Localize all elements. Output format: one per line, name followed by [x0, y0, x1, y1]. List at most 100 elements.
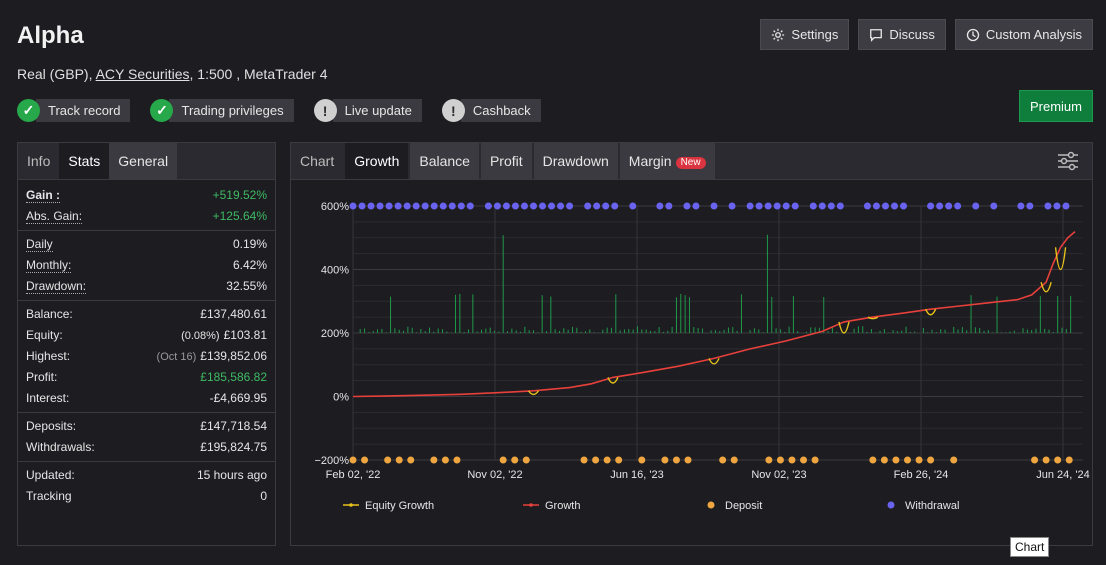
stat-label[interactable]: Monthly:	[26, 258, 72, 273]
badge-cashback[interactable]: ! Cashback	[441, 98, 541, 123]
withdrawal-dot	[511, 202, 519, 210]
tab-balance[interactable]: Balance	[410, 143, 479, 179]
divider	[18, 412, 275, 413]
legend-marker	[529, 503, 533, 507]
stat-value: 0	[260, 489, 267, 503]
withdrawal-dot	[602, 202, 610, 210]
y-tick-label: 600%	[321, 201, 349, 213]
chart-panel: Chart Growth Balance Profit Drawdown Mar…	[290, 142, 1093, 546]
deposit-dot	[869, 456, 877, 464]
deposit-dot	[499, 456, 507, 464]
stat-label[interactable]: Daily	[26, 237, 53, 252]
check-icon: ✓	[150, 99, 174, 122]
badge-trading-privileges[interactable]: ✓ Trading privileges	[150, 98, 294, 123]
withdrawal-dot	[457, 202, 465, 210]
x-tick-label: Jun 24, '24	[1036, 469, 1089, 481]
withdrawal-dot	[710, 202, 718, 210]
legend-label: Deposit	[725, 500, 762, 512]
deposit-dot	[1065, 456, 1073, 464]
custom-analysis-button[interactable]: Custom Analysis	[954, 19, 1093, 50]
leverage-platform: , 1:500 , MetaTrader 4	[189, 66, 328, 82]
withdrawal-dot	[665, 202, 673, 210]
stat-label[interactable]: Gain :	[26, 188, 61, 203]
withdrawal-dot	[1017, 202, 1025, 210]
divider	[18, 300, 275, 301]
broker-link[interactable]: ACY Securities	[95, 66, 190, 82]
withdrawal-dot	[394, 202, 402, 210]
stat-monthly: Monthly: 6.42%	[18, 255, 275, 276]
growth-chart[interactable]: 600% 400% 200% 0% −200% Feb 02, '22 Nov 02, '2…	[291, 180, 1092, 545]
stat-label[interactable]: Drawdown:	[26, 279, 87, 294]
withdrawal-dot	[584, 202, 592, 210]
stat-value: 6.42%	[232, 258, 267, 272]
sliders-icon[interactable]	[1057, 151, 1079, 171]
deposit-dot	[522, 456, 530, 464]
stat-value: £137,480.61	[200, 307, 267, 321]
deposit-dot	[395, 456, 403, 464]
legend-label: Equity Growth	[365, 500, 434, 512]
deposit-dot	[880, 456, 888, 464]
equity-dip	[838, 321, 850, 334]
withdrawal-dot	[782, 202, 790, 210]
stat-label[interactable]: Abs. Gain:	[26, 209, 83, 224]
tab-profit[interactable]: Profit	[480, 143, 532, 179]
page-title: Alpha	[17, 22, 84, 49]
stat-interest: Interest: -£4,669.95	[18, 388, 275, 409]
deposit-dot	[661, 456, 669, 464]
deposit-dot	[788, 456, 796, 464]
premium-button[interactable]: Premium	[1019, 90, 1093, 122]
withdrawal-dot	[927, 202, 935, 210]
tab-info[interactable]: Info	[27, 153, 51, 169]
deposit-dot	[453, 456, 461, 464]
tab-growth[interactable]: Growth	[345, 143, 409, 179]
stat-label: Interest:	[26, 391, 70, 405]
equity-dip	[527, 390, 540, 396]
stat-label: Profit:	[26, 370, 58, 384]
withdrawal-dot	[376, 202, 384, 210]
y-tick-label: 200%	[321, 328, 349, 340]
badge-live-update[interactable]: ! Live update	[313, 98, 422, 123]
stat-abs-gain: Abs. Gain: +125.64%	[18, 206, 275, 227]
tab-margin[interactable]: Margin New	[619, 143, 715, 179]
withdrawal-dot	[746, 202, 754, 210]
withdrawal-dot	[818, 202, 826, 210]
discuss-label: Discuss	[889, 27, 935, 42]
tab-stats[interactable]: Stats	[59, 143, 110, 179]
tab-general[interactable]: General	[109, 143, 178, 179]
stat-deposits: Deposits: £147,718.54	[18, 416, 275, 437]
withdrawal-dot	[539, 202, 547, 210]
withdrawal-dot	[520, 202, 528, 210]
stat-withdrawals: Withdrawals: £195,824.75	[18, 437, 275, 458]
tab-drawdown[interactable]: Drawdown	[533, 143, 618, 179]
legend-label: Growth	[545, 500, 580, 512]
deposit-dot	[684, 456, 692, 464]
deposit-dot	[638, 456, 646, 464]
settings-button[interactable]: Settings	[760, 19, 850, 50]
clock-icon	[966, 28, 980, 41]
deposit-dot	[615, 456, 623, 464]
settings-label: Settings	[791, 27, 839, 42]
deposit-dot	[1042, 456, 1050, 464]
stat-value: (Oct 16) £139,852.06	[157, 346, 267, 367]
stat-gain: Gain : +519.52%	[18, 185, 275, 206]
withdrawal-dot	[755, 202, 763, 210]
x-tick-label: Feb 02, '22	[326, 469, 381, 481]
withdrawal-dot	[791, 202, 799, 210]
deposit-dot	[800, 456, 808, 464]
divider	[18, 230, 275, 231]
stat-equity: Equity: (0.08%) £103.81	[18, 325, 275, 346]
tab-chart[interactable]: Chart	[300, 153, 335, 169]
deposit-dot	[892, 456, 900, 464]
withdrawal-dot	[972, 202, 980, 210]
stats-tabs: Info Stats General	[18, 143, 275, 180]
deposit-dot	[811, 456, 819, 464]
withdrawal-dot	[863, 202, 871, 210]
discuss-button[interactable]: Discuss	[858, 19, 946, 50]
deposit-dot	[384, 456, 392, 464]
badge-track-record[interactable]: ✓ Track record	[17, 98, 131, 123]
badge-label: Live update	[332, 99, 422, 122]
withdrawal-dot	[692, 202, 700, 210]
legend-marker	[707, 501, 715, 509]
withdrawal-dot	[403, 202, 411, 210]
stat-value: £147,718.54	[200, 419, 267, 433]
